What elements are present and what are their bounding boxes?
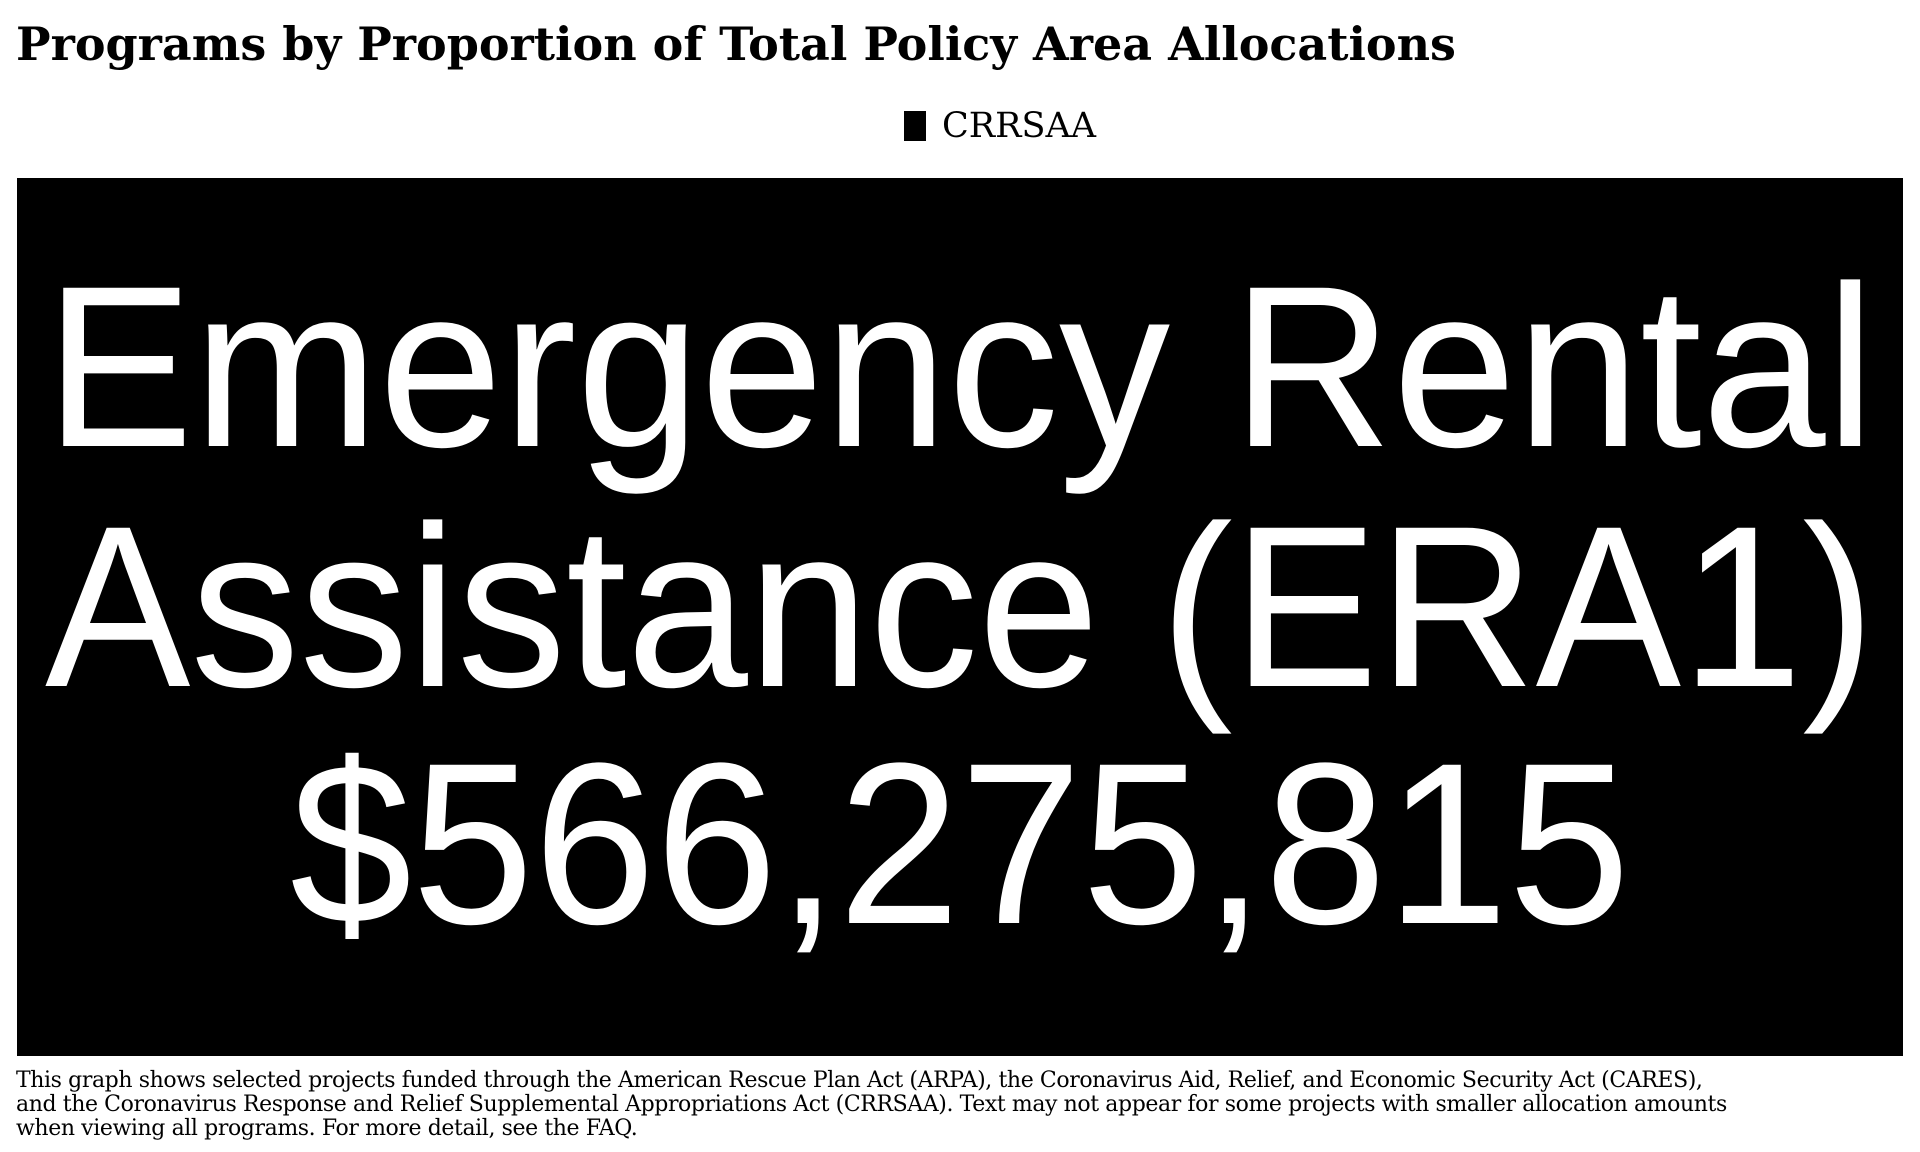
chart-title: Programs by Proportion of Total Policy A… [16,17,1456,71]
treemap-plot-area: Emergency Rental Assistance (ERA1) $566,27… [17,178,1903,1056]
treemap-tile-rect [17,178,1903,1056]
tile-program-label: Assistance (ERA1) [45,478,1875,735]
tile-program-label: Emergency Rental [45,238,1875,495]
tile-value-label: $566,275,815 [290,715,1630,972]
legend-label: CRRSAA [941,106,1096,146]
legend-swatch [903,111,926,141]
legend-item-crrsaa[interactable]: CRRSAA [903,103,1096,149]
chart-legend: CRRSAA [0,103,1920,153]
chart-footnote: This graph shows selected projects funde… [16,1068,1727,1141]
